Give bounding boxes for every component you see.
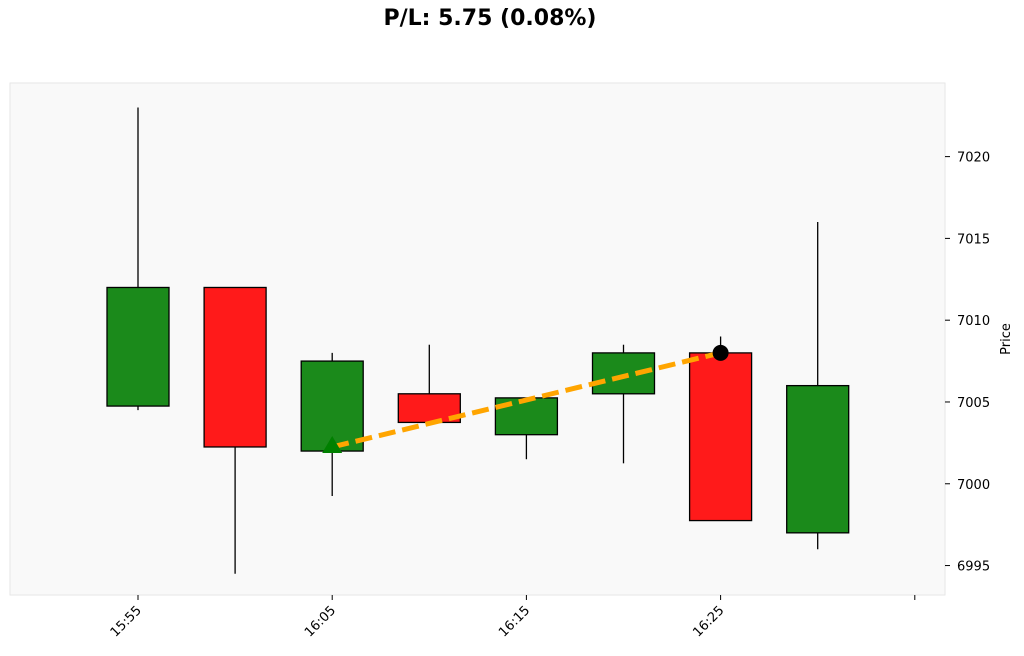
candle-body	[688, 352, 753, 522]
candle-body	[106, 286, 170, 407]
candle-body	[786, 384, 850, 534]
y-tick-label: 7005	[957, 396, 990, 411]
y-axis-label: Price	[999, 323, 1014, 355]
y-tick-label: 7000	[957, 478, 990, 493]
y-tick-label: 7010	[957, 314, 990, 329]
trade-line	[331, 350, 722, 450]
y-tick-label: 7015	[957, 232, 990, 247]
y-axis: 6995 7000 7005 7010 7015 7020	[944, 83, 990, 595]
exit-marker	[712, 344, 729, 361]
x-tick-label: 15:55	[108, 603, 145, 640]
chart-title: P/L: 5.75 (0.08%)	[383, 6, 597, 31]
candle-body	[203, 286, 267, 448]
x-tick-label: 16:15	[496, 603, 533, 640]
x-tick-label: 16:05	[302, 603, 339, 640]
y-tick-label: 7020	[957, 151, 990, 166]
y-tick-label: 6995	[957, 560, 990, 575]
trade-overlay	[322, 344, 729, 453]
x-axis: 15:55 16:05 16:15 16:25	[108, 595, 916, 640]
entry-marker	[322, 435, 343, 453]
candles	[106, 107, 850, 574]
x-tick-label: 16:25	[690, 603, 727, 640]
